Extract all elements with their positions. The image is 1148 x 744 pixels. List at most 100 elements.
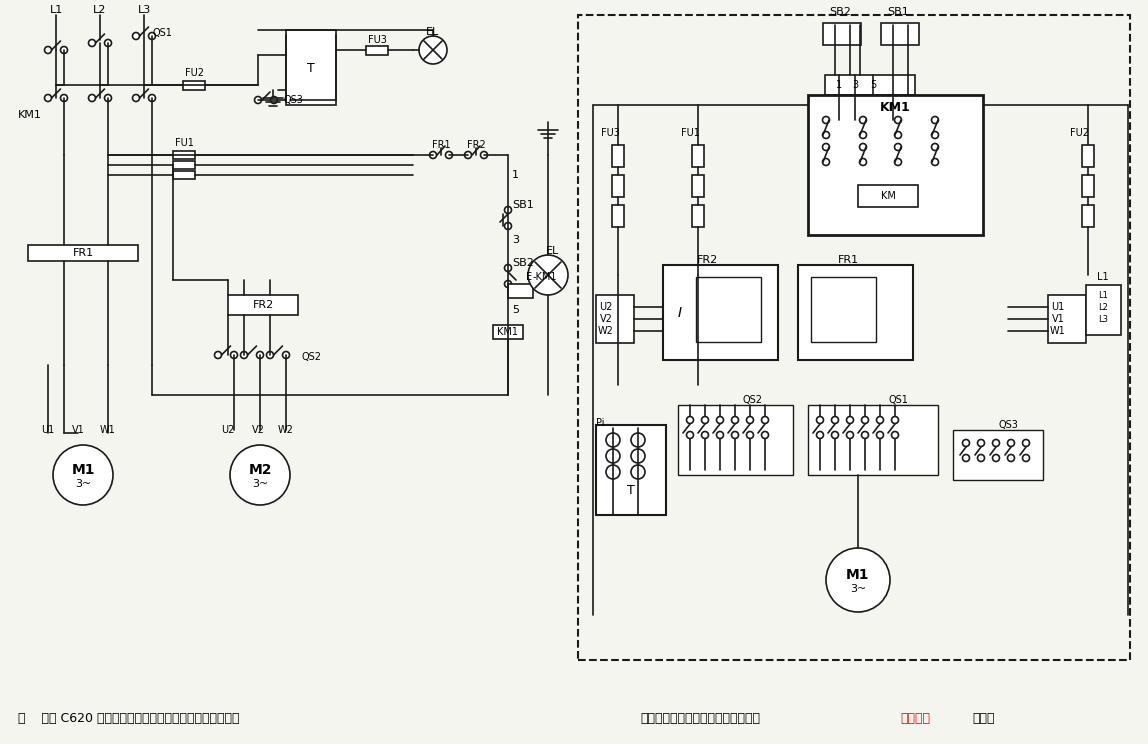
Bar [798, 265, 913, 360]
Text: QS2: QS2 [302, 352, 321, 362]
Text: L2: L2 [1099, 303, 1108, 312]
Text: L2: L2 [93, 5, 107, 15]
Text: M1: M1 [846, 568, 870, 582]
Circle shape [931, 117, 939, 124]
Bar [1048, 295, 1086, 343]
Text: SB2: SB2 [829, 7, 851, 17]
Circle shape [88, 39, 95, 47]
Text: V2: V2 [599, 314, 612, 324]
Bar [1086, 285, 1120, 335]
Circle shape [504, 280, 512, 287]
Circle shape [860, 158, 867, 165]
Text: FU3: FU3 [367, 35, 387, 45]
Circle shape [687, 417, 693, 423]
Text: SB2: SB2 [512, 258, 534, 268]
Circle shape [61, 94, 68, 101]
Bar [173, 151, 195, 159]
Circle shape [240, 351, 248, 359]
Text: FR1: FR1 [72, 248, 94, 258]
Circle shape [894, 117, 901, 124]
Circle shape [504, 207, 512, 214]
Bar [692, 175, 704, 197]
Circle shape [266, 351, 273, 359]
Circle shape [892, 417, 899, 423]
Bar [810, 277, 876, 342]
Circle shape [822, 144, 830, 150]
Text: FU2: FU2 [1070, 128, 1089, 138]
Circle shape [761, 432, 768, 438]
Text: KM: KM [881, 191, 895, 201]
Text: FR1: FR1 [432, 140, 450, 150]
Text: I: I [678, 306, 682, 320]
Text: W1: W1 [1050, 326, 1065, 336]
Text: QS1: QS1 [889, 395, 908, 405]
Circle shape [860, 132, 867, 138]
Circle shape [104, 94, 111, 101]
Text: L3: L3 [1097, 315, 1108, 324]
Text: U2: U2 [599, 302, 613, 312]
Bar [183, 81, 205, 90]
Text: FU2: FU2 [185, 68, 203, 78]
Text: V1: V1 [1052, 314, 1064, 324]
Circle shape [746, 432, 753, 438]
Circle shape [861, 432, 869, 438]
Circle shape [831, 432, 838, 438]
Circle shape [215, 351, 222, 359]
Text: KM1: KM1 [879, 100, 910, 114]
Text: 的电路。其配线比较典型，属于板前: 的电路。其配线比较典型，属于板前 [639, 711, 760, 725]
Text: 3~: 3~ [850, 584, 866, 594]
Circle shape [231, 351, 238, 359]
Circle shape [88, 94, 95, 101]
Text: KM1: KM1 [18, 110, 42, 120]
Bar [823, 23, 861, 45]
Circle shape [822, 132, 830, 138]
Circle shape [846, 432, 853, 438]
Circle shape [1008, 440, 1015, 446]
Circle shape [816, 432, 823, 438]
Circle shape [894, 158, 901, 165]
Bar [366, 46, 388, 55]
Text: 3~: 3~ [251, 479, 269, 489]
Bar [881, 23, 920, 45]
Bar [509, 284, 533, 298]
Circle shape [962, 455, 970, 461]
Circle shape [504, 265, 512, 272]
Text: FU1: FU1 [681, 128, 699, 138]
Text: W1: W1 [100, 425, 116, 435]
Circle shape [419, 36, 447, 64]
Text: M1: M1 [71, 463, 95, 477]
Circle shape [104, 39, 111, 47]
Bar [28, 245, 138, 261]
Bar [577, 15, 1130, 660]
Text: 3: 3 [512, 235, 519, 245]
Text: U1: U1 [41, 425, 55, 435]
Text: EL: EL [426, 27, 440, 37]
Text: 1: 1 [512, 170, 519, 180]
Circle shape [61, 47, 68, 54]
Circle shape [230, 445, 290, 505]
Circle shape [1008, 455, 1015, 461]
Text: QS1: QS1 [152, 28, 172, 38]
Circle shape [1023, 455, 1030, 461]
Circle shape [465, 152, 472, 158]
Text: L1: L1 [49, 5, 63, 15]
Circle shape [822, 158, 830, 165]
Bar [1083, 205, 1094, 227]
Text: 5: 5 [870, 80, 876, 90]
Text: U1: U1 [1052, 302, 1064, 312]
Circle shape [827, 548, 890, 612]
Text: 平面布线: 平面布线 [900, 711, 930, 725]
Circle shape [45, 47, 52, 54]
Text: 布线。: 布线。 [972, 711, 994, 725]
Circle shape [822, 117, 830, 124]
Circle shape [687, 432, 693, 438]
Circle shape [977, 440, 985, 446]
Circle shape [931, 158, 939, 165]
Text: FR2: FR2 [253, 300, 273, 310]
Text: FR2: FR2 [697, 255, 719, 265]
Text: EL: EL [546, 246, 559, 256]
Circle shape [132, 94, 140, 101]
Circle shape [993, 455, 1000, 461]
Circle shape [731, 432, 738, 438]
Circle shape [931, 144, 939, 150]
